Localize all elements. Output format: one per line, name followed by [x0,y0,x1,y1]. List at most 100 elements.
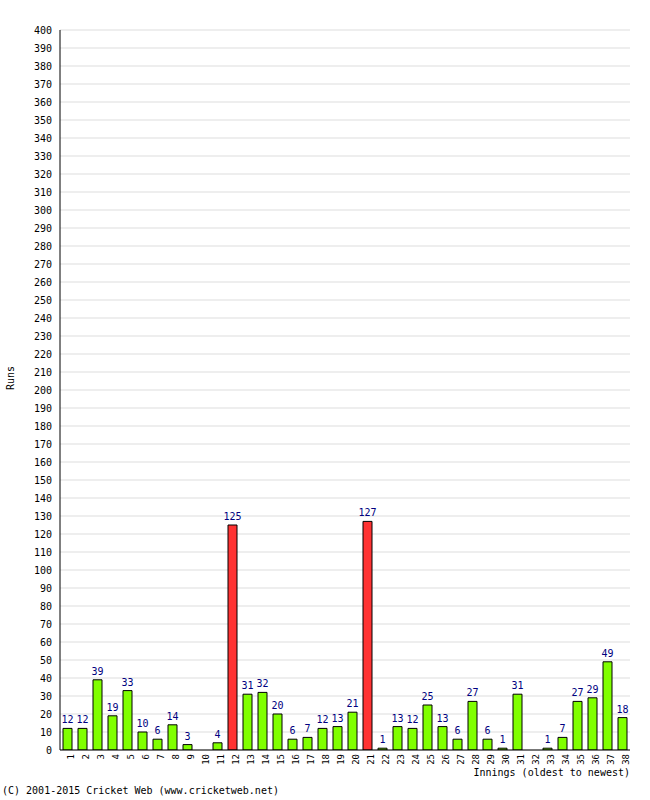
svg-text:19: 19 [336,754,346,765]
svg-text:25: 25 [426,754,436,765]
svg-text:4: 4 [214,729,220,740]
svg-text:32: 32 [256,678,268,689]
svg-text:40: 40 [40,673,52,684]
svg-text:11: 11 [216,754,226,765]
svg-text:14: 14 [166,711,178,722]
svg-text:12: 12 [76,714,88,725]
svg-text:18: 18 [321,754,331,765]
svg-text:33: 33 [121,677,133,688]
svg-text:34: 34 [561,754,571,765]
svg-text:13: 13 [331,713,343,724]
svg-text:9: 9 [186,754,196,759]
svg-text:1: 1 [544,734,550,745]
svg-text:1: 1 [379,734,385,745]
svg-text:12: 12 [316,714,328,725]
svg-text:37: 37 [606,754,616,765]
svg-text:6: 6 [289,725,295,736]
svg-text:14: 14 [261,754,271,765]
svg-text:13: 13 [436,713,448,724]
svg-text:22: 22 [381,754,391,765]
svg-text:7: 7 [304,723,310,734]
svg-text:380: 380 [34,61,52,72]
svg-text:7: 7 [156,754,166,759]
svg-text:127: 127 [358,507,376,518]
svg-text:33: 33 [546,754,556,765]
svg-text:29: 29 [486,754,496,765]
svg-text:3: 3 [184,731,190,742]
svg-text:400: 400 [34,25,52,36]
svg-text:27: 27 [571,687,583,698]
svg-text:340: 340 [34,133,52,144]
svg-text:230: 230 [34,331,52,342]
svg-text:26: 26 [441,754,451,765]
svg-text:50: 50 [40,655,52,666]
svg-text:200: 200 [34,385,52,396]
svg-text:60: 60 [40,637,52,648]
svg-text:5: 5 [126,754,136,759]
svg-text:220: 220 [34,349,52,360]
svg-text:29: 29 [586,684,598,695]
svg-text:20: 20 [351,754,361,765]
svg-text:170: 170 [34,439,52,450]
svg-text:370: 370 [34,79,52,90]
svg-text:1: 1 [499,734,505,745]
svg-text:30: 30 [40,691,52,702]
svg-text:12: 12 [406,714,418,725]
svg-text:19: 19 [106,702,118,713]
svg-text:260: 260 [34,277,52,288]
svg-text:280: 280 [34,241,52,252]
svg-text:3: 3 [96,754,106,759]
svg-text:320: 320 [34,169,52,180]
svg-text:24: 24 [411,754,421,765]
svg-text:35: 35 [576,754,586,765]
svg-text:23: 23 [396,754,406,765]
svg-text:27: 27 [466,687,478,698]
svg-text:32: 32 [531,754,541,765]
svg-text:190: 190 [34,403,52,414]
svg-text:7: 7 [559,723,565,734]
svg-text:10: 10 [201,754,211,765]
svg-text:2: 2 [81,754,91,759]
svg-text:10: 10 [136,718,148,729]
svg-text:6: 6 [454,725,460,736]
svg-text:31: 31 [516,754,526,765]
svg-text:360: 360 [34,97,52,108]
svg-text:300: 300 [34,205,52,216]
svg-text:1: 1 [66,754,76,759]
svg-text:240: 240 [34,313,52,324]
svg-text:310: 310 [34,187,52,198]
svg-text:6: 6 [141,754,151,759]
svg-text:150: 150 [34,475,52,486]
svg-text:20: 20 [40,709,52,720]
svg-text:12: 12 [231,754,241,765]
svg-text:120: 120 [34,529,52,540]
svg-text:39: 39 [91,666,103,677]
svg-text:125: 125 [223,511,241,522]
svg-text:390: 390 [34,43,52,54]
svg-text:27: 27 [456,754,466,765]
svg-text:0: 0 [46,745,52,756]
svg-text:31: 31 [511,680,523,691]
svg-text:12: 12 [61,714,73,725]
svg-text:36: 36 [591,754,601,765]
svg-text:330: 330 [34,151,52,162]
svg-text:10: 10 [40,727,52,738]
svg-text:31: 31 [241,680,253,691]
svg-text:180: 180 [34,421,52,432]
svg-text:28: 28 [471,754,481,765]
svg-text:25: 25 [421,691,433,702]
svg-text:210: 210 [34,367,52,378]
svg-text:15: 15 [276,754,286,765]
svg-text:13: 13 [246,754,256,765]
svg-text:21: 21 [346,698,358,709]
svg-text:6: 6 [484,725,490,736]
svg-text:4: 4 [111,754,121,759]
svg-text:80: 80 [40,601,52,612]
svg-text:17: 17 [306,754,316,765]
svg-text:18: 18 [616,704,628,715]
svg-text:290: 290 [34,223,52,234]
svg-text:16: 16 [291,754,301,765]
svg-text:110: 110 [34,547,52,558]
svg-text:250: 250 [34,295,52,306]
svg-text:21: 21 [366,754,376,765]
